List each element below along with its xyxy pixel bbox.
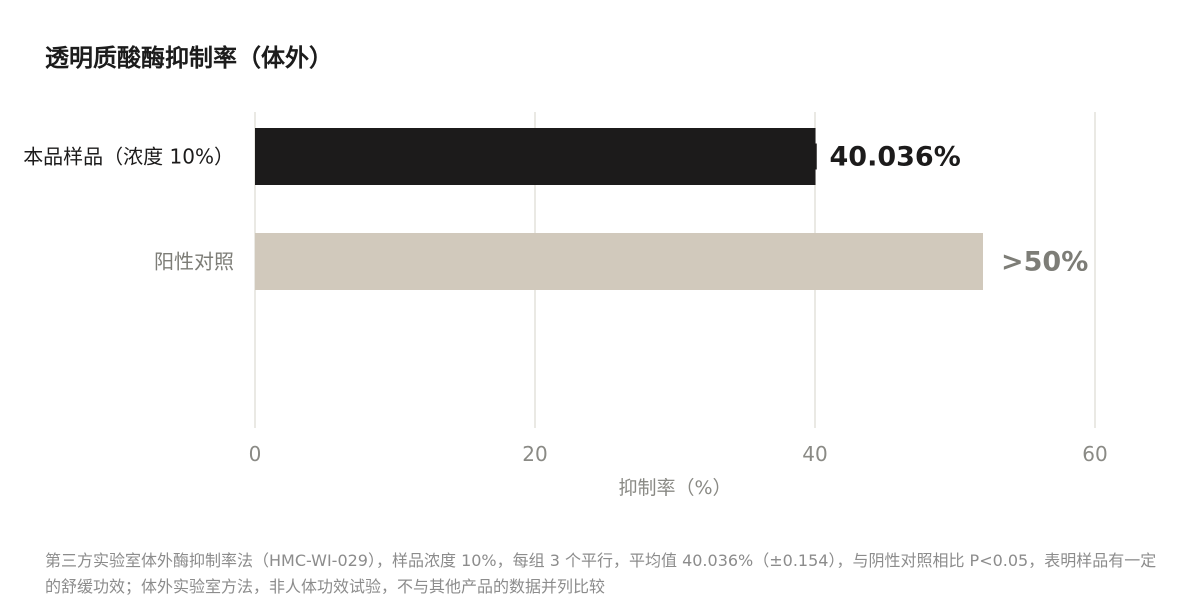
value-label: 40.036% bbox=[830, 142, 961, 173]
category-label: 阳性对照 bbox=[154, 250, 234, 274]
bar bbox=[255, 128, 816, 185]
bar-chart: 0 20 40 60 抑制率（%） 本品样品（浓度 10%） 40.036% 阳性对照 >50% bbox=[23, 112, 1108, 499]
value-label: >50% bbox=[1001, 247, 1088, 278]
x-axis-label: 抑制率（%） bbox=[618, 477, 731, 499]
chart-title: 透明质酸酶抑制率（体外） bbox=[45, 44, 333, 72]
x-tick-label: 20 bbox=[522, 442, 547, 466]
category-label: 本品样品（浓度 10%） bbox=[23, 145, 234, 169]
bar bbox=[255, 233, 983, 290]
x-tick-label: 40 bbox=[802, 442, 827, 466]
x-tick-label: 0 bbox=[249, 442, 262, 466]
x-tick-label: 60 bbox=[1082, 442, 1107, 466]
footnote: 第三方实验室体外酶抑制率法（HMC-WI-029），样品浓度 10%，每组 3 … bbox=[45, 551, 1157, 596]
